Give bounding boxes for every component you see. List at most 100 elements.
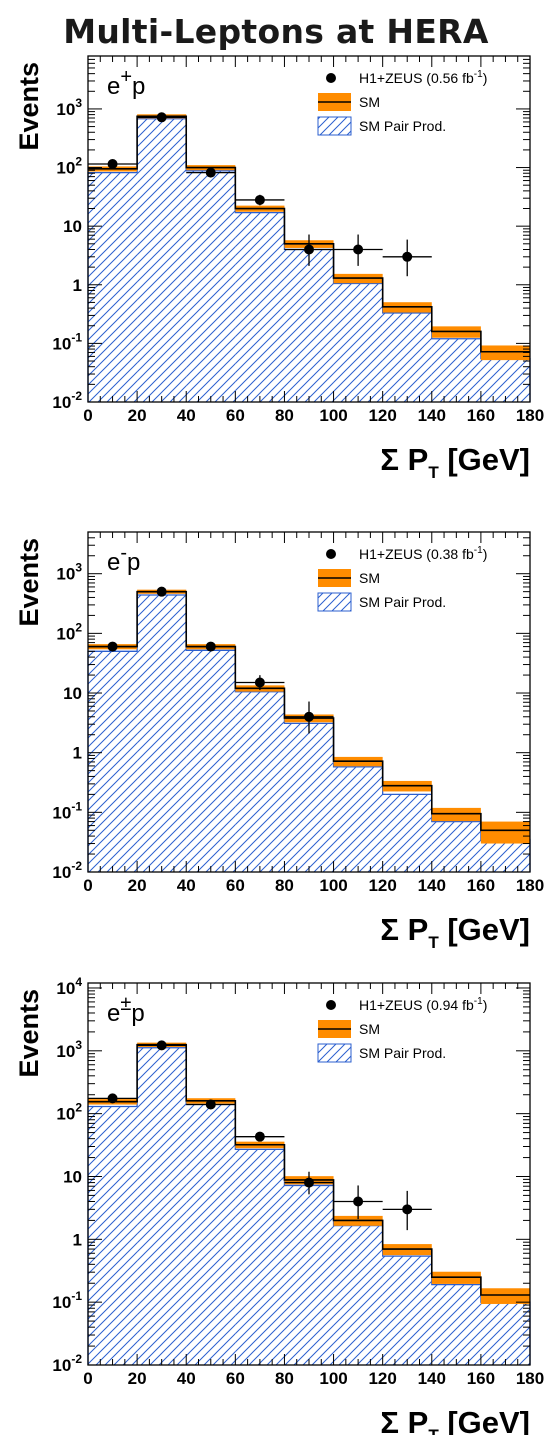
pair-prod-bar xyxy=(284,249,334,402)
chart-ep-positron: 0 20 40 60 80 100 120 140 160 180 10-2 10-1 1 10 102 10… xyxy=(14,55,544,482)
pair-prod-bar xyxy=(137,594,187,872)
pair-prod-bar xyxy=(382,1256,432,1365)
y-tick-label: 10-1 xyxy=(52,1289,82,1312)
legend-label-data: H1+ZEUS (0.94 fb-1) xyxy=(359,996,487,1013)
x-tick-label: 80 xyxy=(275,406,294,425)
legend-label-pair-prod: SM Pair Prod. xyxy=(359,118,446,134)
y-tick-label: 103 xyxy=(56,561,82,584)
x-tick-label: 120 xyxy=(368,1369,396,1388)
legend-data-marker xyxy=(326,549,336,559)
data-point xyxy=(156,112,167,123)
y-tick-label: 10-1 xyxy=(52,330,82,353)
pair-prod-bar xyxy=(88,651,138,872)
pair-prod-bar xyxy=(284,1185,334,1365)
y-tick-label: 10 xyxy=(63,217,82,236)
pair-prod-bar xyxy=(235,1149,285,1365)
data-point xyxy=(304,1177,314,1188)
x-tick-label: 60 xyxy=(226,1369,245,1388)
pair-prod-bar xyxy=(333,766,383,872)
x-tick-label: 180 xyxy=(516,876,544,895)
y-axis-label: Events xyxy=(14,62,44,151)
data-point xyxy=(402,251,413,262)
x-tick-label: 0 xyxy=(83,1369,92,1388)
x-tick-label: 160 xyxy=(467,406,495,425)
pair-prod-bar xyxy=(382,312,432,402)
x-tick-label: 0 xyxy=(83,876,92,895)
sm-uncertainty-band xyxy=(480,345,530,361)
x-tick-label: 80 xyxy=(275,1369,294,1388)
pair-prod-bar xyxy=(186,170,236,402)
y-axis-label: Events xyxy=(14,989,44,1078)
x-tick-label: 60 xyxy=(226,406,245,425)
legend-label-data: H1+ZEUS (0.56 fb-1) xyxy=(359,69,487,86)
legend-data-marker xyxy=(326,73,336,83)
pair-prod-bar xyxy=(431,338,481,402)
sm-uncertainty-band xyxy=(480,1288,530,1304)
data-point xyxy=(304,711,314,722)
legend-label-sm: SM xyxy=(359,94,380,110)
x-tick-label: 120 xyxy=(368,406,396,425)
y-tick-label: 102 xyxy=(56,155,82,178)
y-tick-label: 104 xyxy=(56,975,82,998)
x-tick-label: 100 xyxy=(319,1369,347,1388)
pair-prod-bar xyxy=(235,691,285,872)
pair-prod-bar xyxy=(480,358,530,402)
pair-prod-bar xyxy=(480,1302,530,1365)
x-tick-label: 160 xyxy=(467,876,495,895)
pair-prod-bar xyxy=(137,118,187,402)
y-tick-label: 10-2 xyxy=(52,859,82,882)
pair-prod-bar xyxy=(284,723,334,872)
y-tick-label: 1 xyxy=(73,744,82,763)
y-tick-label: 103 xyxy=(56,96,82,119)
pair-prod-bar xyxy=(382,794,432,872)
page-title: Multi-Leptons at HERA xyxy=(63,12,489,51)
x-tick-label: 0 xyxy=(83,406,92,425)
x-axis-label: Σ PT [GeV] xyxy=(380,442,530,482)
x-tick-label: 40 xyxy=(177,1369,196,1388)
data-point xyxy=(107,641,118,652)
data-point xyxy=(205,1099,216,1110)
x-tick-label: 80 xyxy=(275,876,294,895)
legend-label-data: H1+ZEUS (0.38 fb-1) xyxy=(359,545,487,562)
data-point xyxy=(107,1093,118,1104)
data-point xyxy=(107,158,118,169)
pair-prod-bar xyxy=(186,1104,236,1365)
y-tick-label: 103 xyxy=(56,1038,82,1061)
x-tick-label: 40 xyxy=(177,876,196,895)
x-tick-label: 140 xyxy=(418,1369,446,1388)
data-point xyxy=(205,641,216,652)
data-point xyxy=(254,677,265,688)
legend-label-sm: SM xyxy=(359,1021,380,1037)
y-tick-label: 10 xyxy=(63,1167,82,1186)
pair-prod-bar xyxy=(137,1047,187,1365)
x-tick-label: 180 xyxy=(516,1369,544,1388)
x-tick-label: 180 xyxy=(516,406,544,425)
pair-prod-bar xyxy=(186,650,236,872)
pair-prod-bar xyxy=(333,283,383,402)
y-tick-label: 10-1 xyxy=(52,799,82,822)
data-point xyxy=(353,1196,364,1207)
data-point xyxy=(254,1131,265,1142)
chart-ep-combined: 0 20 40 60 80 100 120 140 160 180 10-2 10-1 1 10 102 10… xyxy=(14,975,544,1435)
process-label: e+p xyxy=(107,66,145,100)
x-axis-label: Σ PT [GeV] xyxy=(380,1405,530,1435)
process-label: e±p xyxy=(107,993,145,1027)
legend-label-pair-prod: SM Pair Prod. xyxy=(359,1045,446,1061)
x-tick-label: 20 xyxy=(128,1369,147,1388)
y-tick-label: 10-2 xyxy=(52,389,82,412)
pair-prod-bar xyxy=(88,172,138,402)
pair-prod-bar xyxy=(235,212,285,402)
data-point xyxy=(402,1204,413,1215)
y-tick-label: 10 xyxy=(63,684,82,703)
data-point xyxy=(304,244,314,255)
y-tick-label: 1 xyxy=(73,276,82,295)
chart-ep-electron: 0 20 40 60 80 100 120 140 160 180 10-2 10-1 1 10 102 10… xyxy=(14,531,544,952)
legend-label-sm: SM xyxy=(359,570,380,586)
x-tick-label: 100 xyxy=(319,876,347,895)
data-point xyxy=(353,244,364,255)
x-tick-label: 140 xyxy=(418,876,446,895)
y-tick-label: 10-2 xyxy=(52,1352,82,1375)
data-point xyxy=(254,194,265,205)
pair-prod-bar xyxy=(431,821,481,872)
pair-prod-bar xyxy=(333,1225,383,1365)
